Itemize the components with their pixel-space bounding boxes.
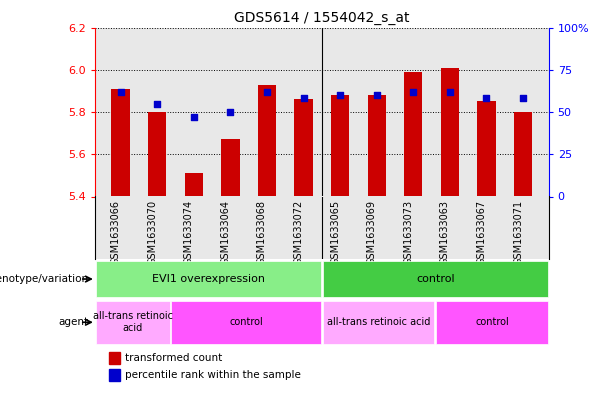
Text: GSM1633069: GSM1633069 — [367, 200, 377, 264]
Point — [262, 88, 272, 95]
Bar — [185, 173, 203, 196]
Bar — [436, 301, 548, 344]
Bar — [331, 95, 349, 196]
Bar — [96, 301, 170, 344]
Bar — [441, 68, 459, 196]
Bar — [109, 352, 120, 364]
Point — [299, 95, 308, 102]
Bar — [322, 301, 435, 344]
Point — [226, 109, 235, 115]
Point — [482, 95, 492, 102]
Point — [445, 88, 455, 95]
Bar — [404, 72, 422, 196]
Bar — [112, 89, 130, 196]
Text: GSM1633064: GSM1633064 — [220, 200, 230, 264]
Text: transformed count: transformed count — [124, 353, 222, 363]
Text: GSM1633065: GSM1633065 — [330, 200, 340, 265]
Text: GSM1633063: GSM1633063 — [440, 200, 450, 264]
Text: GSM1633071: GSM1633071 — [513, 200, 523, 265]
Bar — [514, 112, 532, 196]
Text: control: control — [475, 317, 509, 327]
Text: all-trans retinoic
acid: all-trans retinoic acid — [93, 312, 173, 333]
Text: agent: agent — [59, 317, 89, 327]
Text: control: control — [229, 317, 263, 327]
Text: GSM1633072: GSM1633072 — [294, 200, 303, 265]
Text: all-trans retinoic acid: all-trans retinoic acid — [327, 317, 430, 327]
Point — [518, 95, 528, 102]
Point — [408, 88, 418, 95]
Bar — [148, 112, 166, 196]
Text: GSM1633073: GSM1633073 — [403, 200, 413, 265]
Bar — [322, 261, 548, 297]
Bar — [478, 101, 495, 196]
Point — [335, 92, 345, 98]
Text: GSM1633066: GSM1633066 — [110, 200, 121, 264]
Title: GDS5614 / 1554042_s_at: GDS5614 / 1554042_s_at — [234, 11, 409, 25]
Text: genotype/variation: genotype/variation — [0, 274, 89, 284]
Text: control: control — [416, 274, 455, 284]
Text: GSM1633070: GSM1633070 — [147, 200, 157, 265]
Text: EVI1 overexpression: EVI1 overexpression — [152, 274, 265, 284]
Point — [152, 100, 162, 107]
Bar — [294, 99, 313, 196]
Bar — [258, 84, 276, 196]
Point — [116, 88, 126, 95]
Bar — [221, 140, 240, 196]
Text: GSM1633067: GSM1633067 — [476, 200, 487, 265]
Point — [189, 114, 199, 120]
Text: GSM1633068: GSM1633068 — [257, 200, 267, 264]
Bar — [172, 301, 321, 344]
Bar — [109, 369, 120, 381]
Text: GSM1633074: GSM1633074 — [184, 200, 194, 265]
Point — [372, 92, 382, 98]
Bar — [96, 261, 321, 297]
Bar — [368, 95, 386, 196]
Text: percentile rank within the sample: percentile rank within the sample — [124, 370, 300, 380]
